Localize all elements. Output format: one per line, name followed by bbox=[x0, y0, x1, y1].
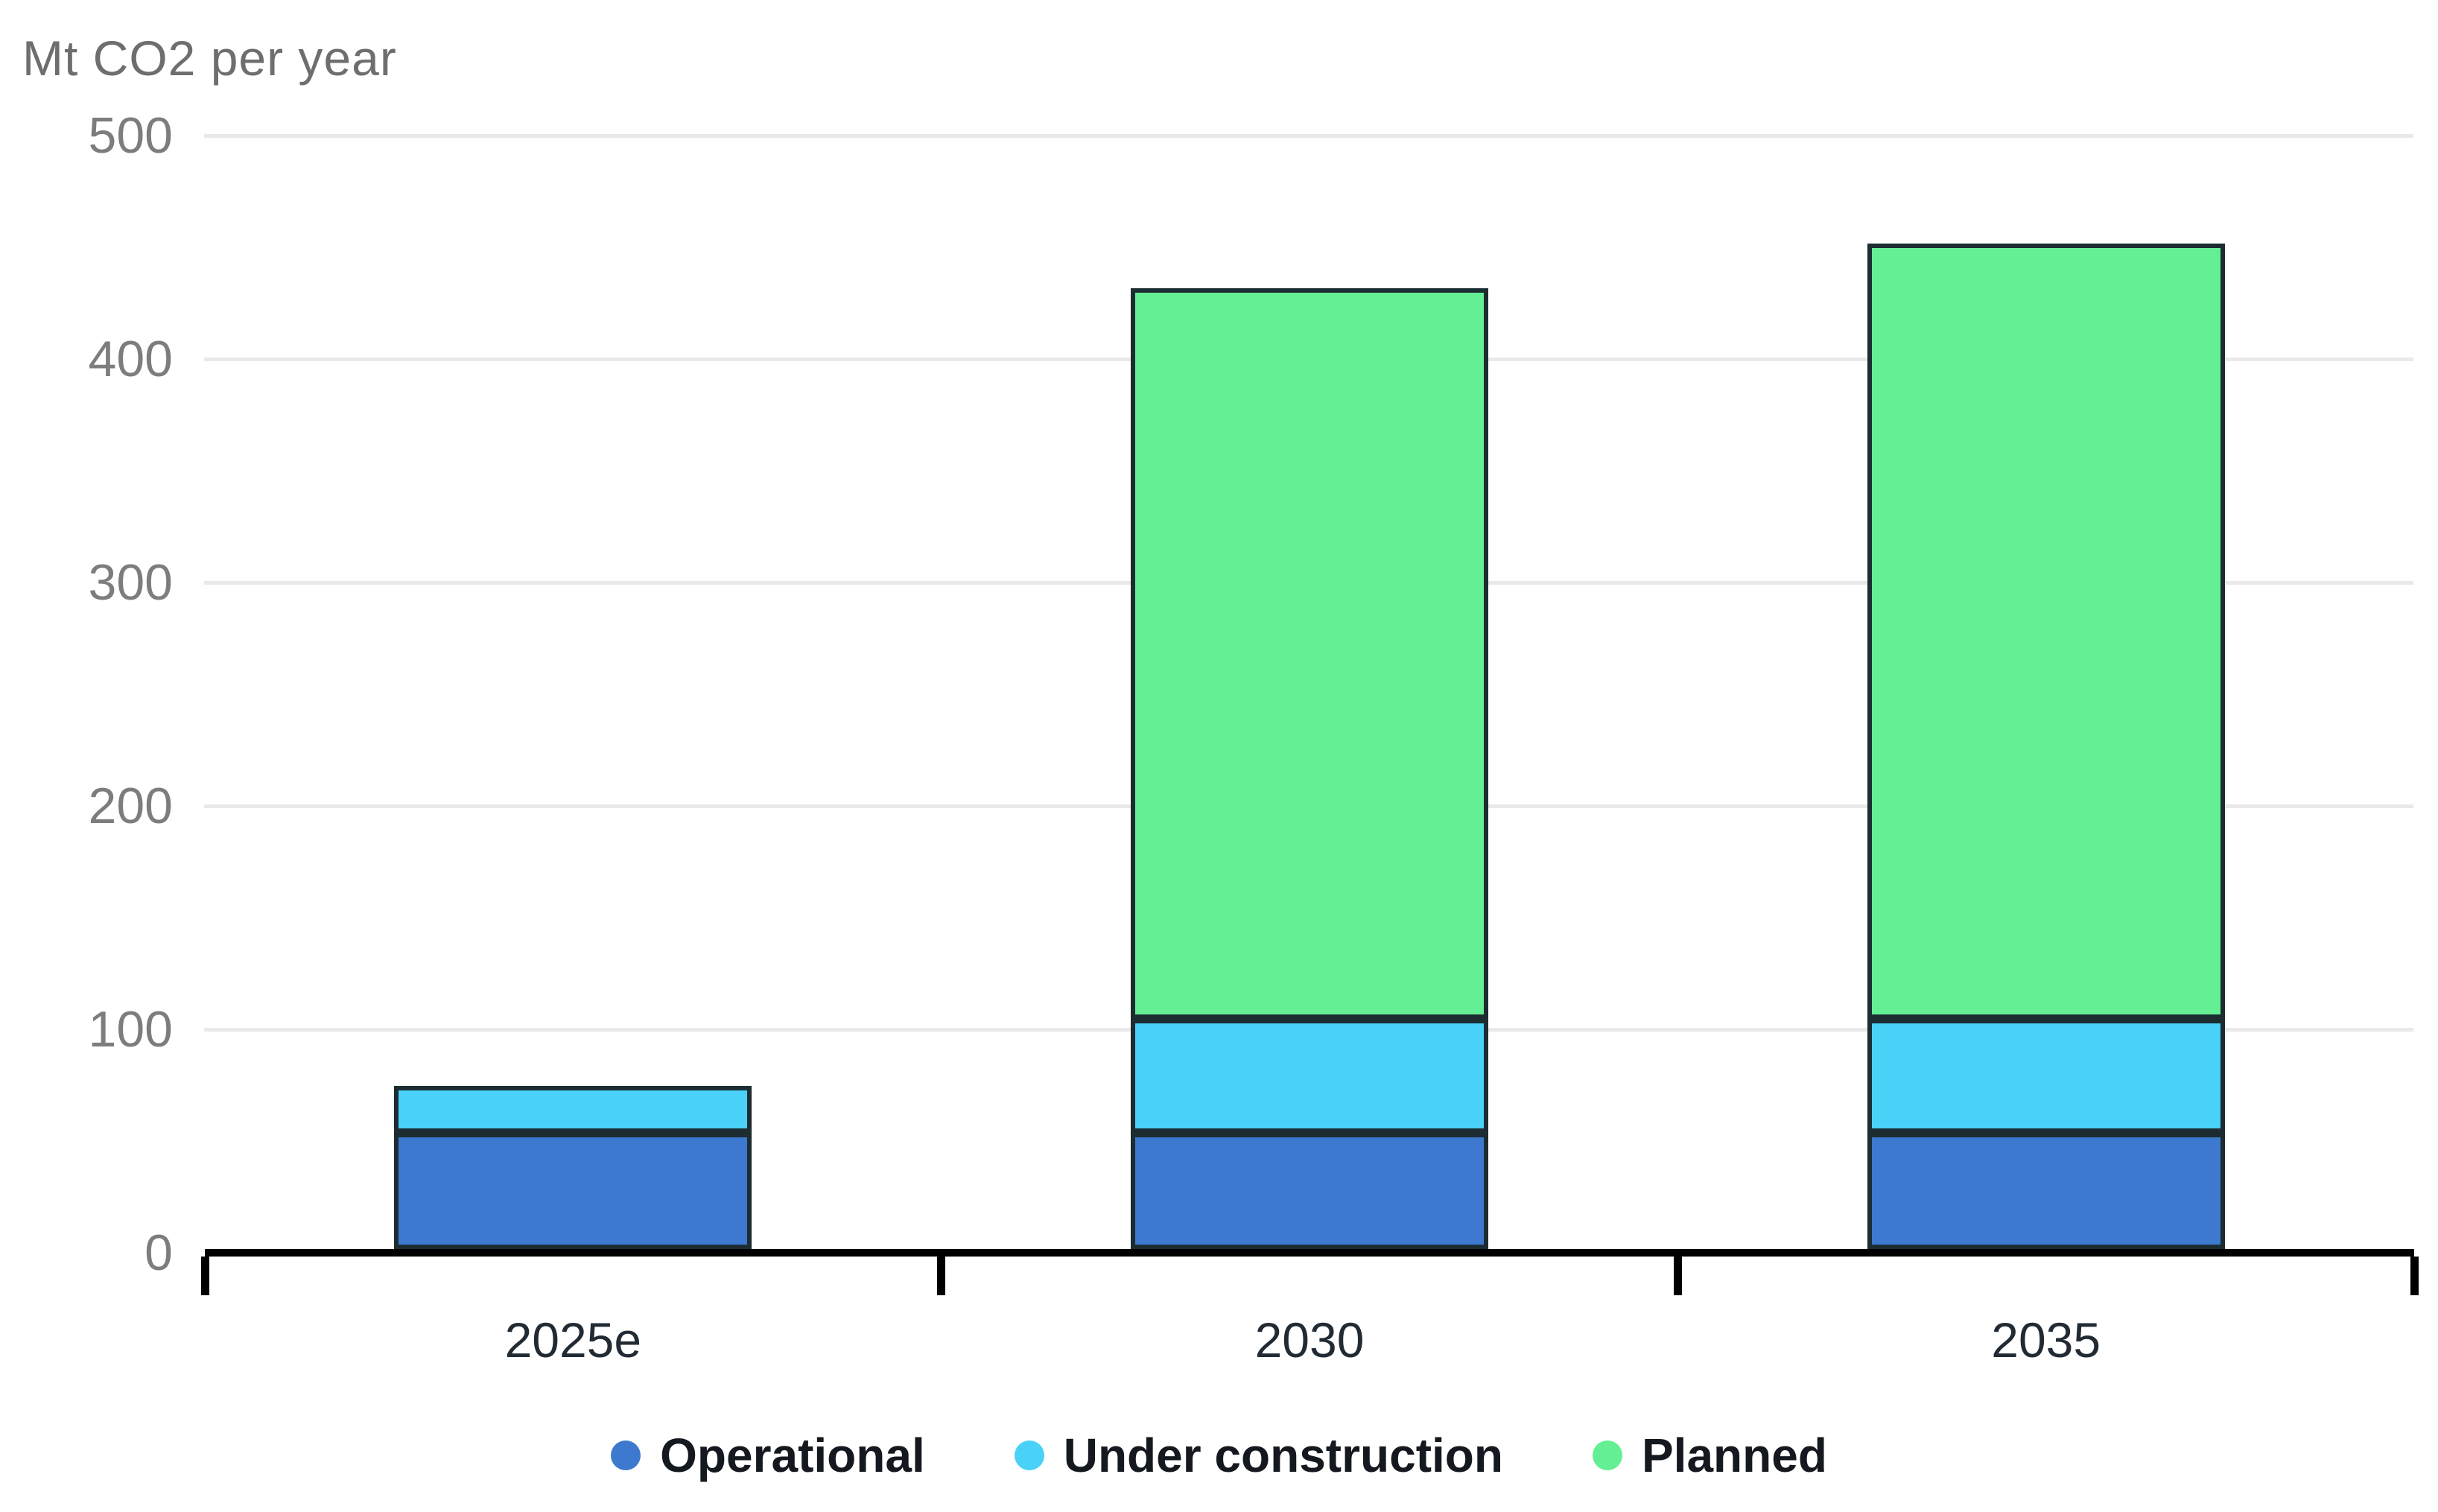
bar-segment-2035-under-construction[interactable] bbox=[1867, 1019, 2225, 1133]
legend-item-operational[interactable]: Operational bbox=[611, 1432, 925, 1479]
bar-segment-2025e-under-construction[interactable] bbox=[394, 1086, 752, 1133]
x-axis-line bbox=[205, 1249, 2414, 1257]
bar-segment-2030-under-construction[interactable] bbox=[1131, 1019, 1488, 1133]
y-tick-label-500: 500 bbox=[88, 107, 173, 164]
y-axis-unit-label: Mt CO2 per year bbox=[22, 31, 397, 86]
x-axis-tick-1 bbox=[937, 1257, 946, 1295]
y-tick-label-100: 100 bbox=[88, 1001, 173, 1058]
bar-segment-2035-operational[interactable] bbox=[1867, 1133, 2225, 1249]
legend-label: Planned bbox=[1641, 1429, 1827, 1482]
y-tick-label-400: 400 bbox=[88, 331, 173, 387]
bar-segment-2025e-operational[interactable] bbox=[394, 1133, 752, 1249]
y-tick-label-300: 300 bbox=[88, 554, 173, 611]
y-tick-label-0: 0 bbox=[145, 1224, 173, 1281]
bar-segment-2035-planned[interactable] bbox=[1867, 244, 2225, 1019]
legend-dot-icon bbox=[611, 1440, 641, 1470]
y-tick-label-200: 200 bbox=[88, 778, 173, 834]
chart-legend: Operational Under construction Planned bbox=[0, 1432, 2438, 1479]
x-axis-tick-3 bbox=[2410, 1257, 2419, 1295]
legend-item-under-construction[interactable]: Under construction bbox=[1014, 1429, 1503, 1482]
bar-segment-2030-operational[interactable] bbox=[1131, 1133, 1488, 1249]
legend-item-planned[interactable]: Planned bbox=[1592, 1429, 1827, 1482]
gridline-500 bbox=[204, 133, 2413, 138]
x-axis-tick-0 bbox=[200, 1257, 209, 1295]
x-tick-label-2030: 2030 bbox=[1254, 1312, 1365, 1368]
legend-label: Operational bbox=[660, 1429, 925, 1482]
legend-label: Under construction bbox=[1063, 1429, 1503, 1482]
x-tick-label-2025e: 2025e bbox=[504, 1312, 642, 1368]
legend-dot-icon bbox=[1592, 1440, 1622, 1470]
legend-dot-icon bbox=[1014, 1440, 1044, 1470]
x-tick-label-2035: 2035 bbox=[1991, 1312, 2101, 1368]
bar-segment-2030-planned[interactable] bbox=[1131, 288, 1488, 1019]
x-axis-tick-2 bbox=[1673, 1257, 1682, 1295]
